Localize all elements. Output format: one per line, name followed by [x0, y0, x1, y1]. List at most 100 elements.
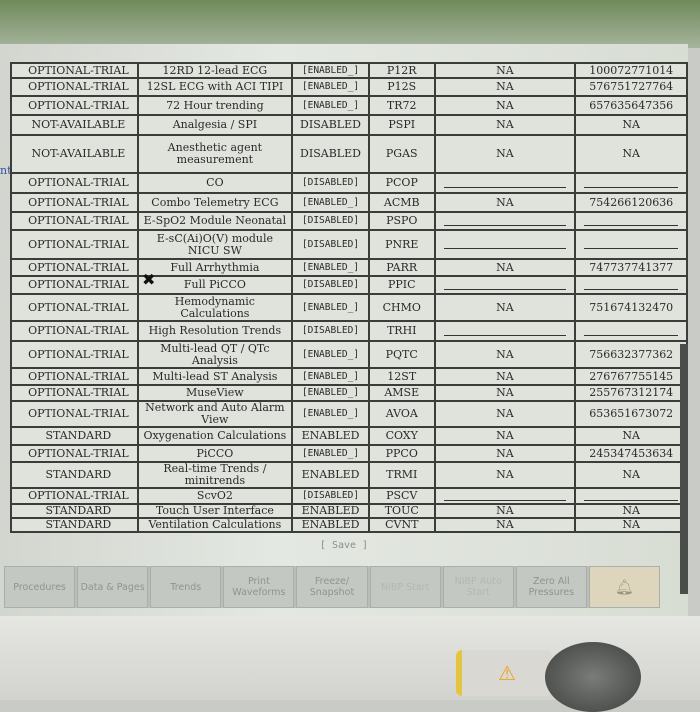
cell-status: ENABLED	[291, 503, 370, 519]
table-row[interactable]: OPTIONAL-TRIAL 12RD 12-lead ECG [ENABLED_]…	[10, 62, 688, 79]
cell-type: OPTIONAL-TRIAL	[10, 192, 139, 213]
cell-value1: NA	[433, 444, 577, 463]
alarm-button[interactable]: 🔔︎	[588, 566, 660, 608]
table-row[interactable]: OPTIONAL-TRIAL 72 Hour trending [ENABLED_]…	[10, 95, 688, 116]
cell-option: High Resolution Trends	[136, 320, 294, 342]
cell-value2: NA	[574, 461, 688, 489]
cell-code: PSPO	[367, 211, 436, 231]
table-row[interactable]: STANDARD Real-time Trends / minitrends ENA…	[10, 461, 688, 489]
cell-value2[interactable]	[574, 320, 688, 342]
empty-field-line	[584, 334, 678, 336]
cell-option: PiCCO	[136, 444, 294, 463]
cell-option: CO	[136, 172, 294, 194]
scrollbar[interactable]	[680, 344, 688, 594]
cell-value1[interactable]	[433, 211, 577, 231]
table-row[interactable]: NOT-AVAILABLE Anesthetic agent measuremen…	[10, 134, 688, 174]
cell-value2: 653651673072	[574, 400, 688, 428]
table-row[interactable]: OPTIONAL-TRIAL 12SL ECG with ACI TIPI [ENA…	[10, 77, 688, 97]
table-row[interactable]: OPTIONAL-TRIAL E-sC(Ai)O(V) module NICU S…	[10, 229, 688, 260]
cell-value2[interactable]	[574, 275, 688, 295]
cell-status: [ENABLED_]	[291, 400, 370, 428]
table-row[interactable]: OPTIONAL-TRIAL Full Arrhythmia [ENABLED_] P…	[10, 258, 688, 277]
button-freeze-snapshot[interactable]: Freeze/ Snapshot	[296, 566, 368, 608]
cell-value2: 276767755145	[574, 367, 688, 386]
empty-field-line	[443, 248, 567, 249]
table-row[interactable]: STANDARD Touch User Interface ENABLED TOUC N…	[10, 503, 688, 519]
cell-value2: 751674132470	[574, 293, 688, 322]
table-row[interactable]: NOT-AVAILABLE Analgesia / SPI DISABLED PSPI…	[10, 114, 688, 136]
cell-value1: NA	[433, 426, 577, 446]
cell-value2: NA	[574, 517, 688, 533]
table-row[interactable]: OPTIONAL-TRIAL Multi-lead QT / QTc Analys…	[10, 340, 688, 369]
empty-field-line	[584, 499, 678, 501]
table-row[interactable]: OPTIONAL-TRIAL Multi-lead ST Analysis [ENA…	[10, 367, 688, 386]
table-row[interactable]: STANDARD Ventilation Calculations ENABLED C…	[10, 517, 688, 533]
cell-type: STANDARD	[10, 461, 139, 489]
cell-value1: NA	[433, 62, 577, 79]
cell-type: OPTIONAL-TRIAL	[10, 172, 139, 194]
cell-value1: NA	[433, 400, 577, 428]
table-row[interactable]: STANDARD Oxygenation Calculations ENABLED C…	[10, 426, 688, 446]
button-nibp-auto-start[interactable]: NIBP Auto Start	[442, 566, 514, 608]
cell-value2[interactable]	[574, 229, 688, 260]
cell-option: Network and Auto Alarm View	[136, 400, 294, 428]
table-row[interactable]: OPTIONAL-TRIAL Full PiCCO [DISABLED] PPIC	[10, 275, 688, 295]
cell-value2[interactable]	[574, 211, 688, 231]
cell-code: P12R	[367, 62, 436, 79]
button-zero-all-pressures[interactable]: Zero All Pressures	[515, 566, 587, 608]
cell-value1[interactable]	[433, 320, 577, 342]
alarm-silence-key[interactable]: ⚠	[456, 650, 552, 696]
cell-status: DISABLED	[291, 134, 370, 174]
cell-type: STANDARD	[10, 426, 139, 446]
cell-status: [ENABLED_]	[291, 95, 370, 116]
trim-knob[interactable]	[545, 642, 641, 712]
table-row[interactable]: OPTIONAL-TRIAL Network and Auto Alarm Vie…	[10, 400, 688, 428]
button-data-pages[interactable]: Data & Pages	[77, 566, 149, 608]
cell-value2: NA	[574, 134, 688, 174]
cell-value1[interactable]	[433, 275, 577, 295]
empty-field-line	[584, 288, 678, 290]
cell-code: PSCV	[367, 487, 436, 505]
cell-value2: NA	[574, 503, 688, 519]
table-row[interactable]: OPTIONAL-TRIAL ScvO2 [DISABLED] PSCV	[10, 487, 688, 505]
cell-option: Combo Telemetry ECG	[136, 192, 294, 213]
table-row[interactable]: OPTIONAL-TRIAL MuseView [ENABLED_] AMSE NA 25…	[10, 384, 688, 402]
cell-status: DISABLED	[291, 114, 370, 136]
cell-value2: 100072771014	[574, 62, 688, 79]
cell-status: [ENABLED_]	[291, 384, 370, 402]
table-row[interactable]: OPTIONAL-TRIAL Combo Telemetry ECG [ENABLE…	[10, 192, 688, 213]
cell-value2: NA	[574, 426, 688, 446]
cell-status: ENABLED	[291, 426, 370, 446]
button-print-waveforms[interactable]: Print Waveforms	[223, 566, 295, 608]
cell-value2: 245347453634	[574, 444, 688, 463]
cell-value2[interactable]	[574, 172, 688, 194]
empty-field-line	[584, 224, 678, 226]
cell-value1[interactable]	[433, 487, 577, 505]
button-trends[interactable]: Trends	[150, 566, 222, 608]
cell-value1[interactable]	[433, 229, 577, 260]
table-row[interactable]: OPTIONAL-TRIAL CO [DISABLED] PCOP	[10, 172, 688, 194]
cell-code: PNRE	[367, 229, 436, 260]
table-row[interactable]: OPTIONAL-TRIAL E-SpO2 Module Neonatal [DIS…	[10, 211, 688, 231]
button-nibp-start[interactable]: NIBP Start	[369, 566, 441, 608]
table-row[interactable]: OPTIONAL-TRIAL High Resolution Trends [DIS…	[10, 320, 688, 342]
cell-status: [DISABLED]	[291, 487, 370, 505]
cell-type: OPTIONAL-TRIAL	[10, 62, 139, 79]
cell-code: CHMO	[367, 293, 436, 322]
save-button[interactable]: [ Save ]	[319, 540, 369, 551]
cell-code: PCOP	[367, 172, 436, 194]
table-row[interactable]: OPTIONAL-TRIAL PiCCO [ENABLED_] PPCO NA 24534…	[10, 444, 688, 463]
cell-value1: NA	[433, 461, 577, 489]
cell-value1[interactable]	[433, 172, 577, 194]
cell-value1: NA	[433, 114, 577, 136]
button-procedures[interactable]: Procedures	[4, 566, 76, 608]
cell-status: [ENABLED_]	[291, 77, 370, 97]
cell-value2[interactable]	[574, 487, 688, 505]
table-row[interactable]: OPTIONAL-TRIAL Hemodynamic Calculations [E…	[10, 293, 688, 322]
cell-status: [ENABLED_]	[291, 367, 370, 386]
cell-option: MuseView	[136, 384, 294, 402]
cell-type: OPTIONAL-TRIAL	[10, 487, 139, 505]
empty-field-line	[443, 334, 567, 336]
cell-type: OPTIONAL-TRIAL	[10, 444, 139, 463]
cell-option: ScvO2	[136, 487, 294, 505]
